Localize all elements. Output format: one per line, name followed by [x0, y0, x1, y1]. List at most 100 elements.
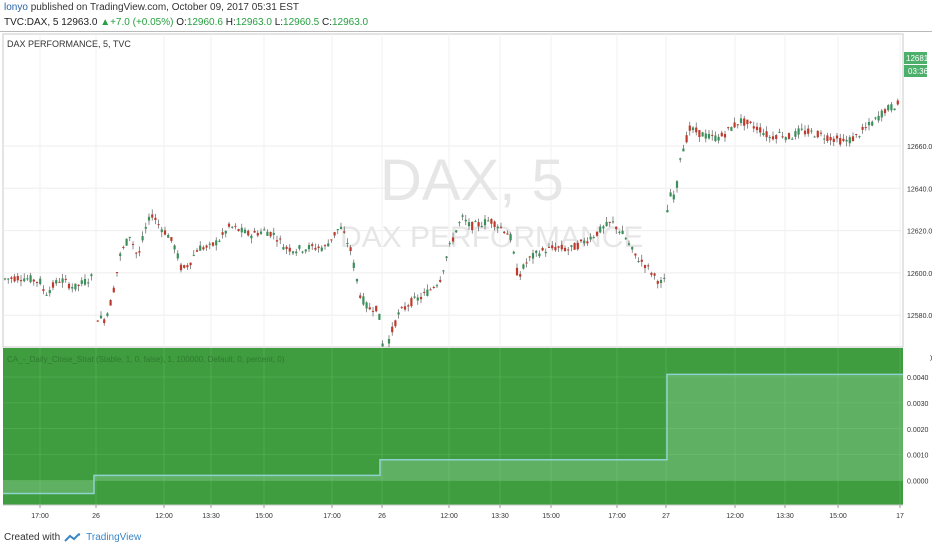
candle-body	[336, 229, 339, 231]
time-tick-label: 12:00	[155, 513, 173, 520]
tradingview-logo-icon	[64, 532, 81, 542]
candle-body	[771, 136, 775, 140]
time-axis: 17:00 26 12:00 13:30 15:00 17:00 26 12:00 13:30 1…	[31, 505, 904, 520]
candle-body	[551, 245, 554, 249]
price-change: +7.0 (+0.05%)	[110, 17, 174, 28]
candle-body	[538, 253, 541, 257]
chart-area[interactable]: DAX, 5 DAX PERFORMANCE DAX PERFORMANCE, …	[0, 32, 932, 528]
candle-body	[83, 279, 87, 285]
candle-body	[848, 137, 851, 144]
high-label: H:	[225, 17, 236, 28]
candle-body	[394, 320, 397, 327]
candle-body	[445, 256, 448, 259]
candle-body	[823, 138, 826, 140]
candle-body	[359, 295, 362, 298]
candle-body	[355, 278, 359, 282]
candle-body	[896, 100, 899, 105]
strategy-title: CA_-_Daily_Close_Strat (Stable, 1, 0, fa…	[7, 355, 285, 364]
candle-body	[589, 236, 592, 240]
candle-body	[557, 246, 560, 248]
candle-body	[858, 136, 861, 138]
candle-body	[103, 319, 106, 324]
price-tick-label: 12580.0	[907, 313, 932, 320]
candle-body	[147, 216, 151, 221]
candle-body	[423, 291, 426, 293]
candle-body	[371, 310, 375, 312]
candle-body	[275, 240, 279, 242]
candle-body	[618, 231, 621, 233]
candle-body	[522, 264, 525, 269]
candle-body	[851, 136, 855, 142]
equity-line	[3, 373, 903, 495]
publisher-username[interactable]: lonyo	[4, 2, 28, 13]
candle-body	[519, 274, 522, 277]
candle-body	[583, 240, 586, 244]
candle-body	[343, 231, 346, 233]
candle-body	[474, 221, 477, 223]
candle-body	[295, 251, 298, 254]
candle-body	[243, 229, 247, 234]
candle-body	[493, 221, 496, 228]
candle-body	[509, 234, 512, 241]
candle-body	[605, 221, 608, 227]
price-pane[interactable]	[2, 33, 904, 348]
candle-body	[131, 244, 135, 246]
candle-body	[717, 136, 720, 141]
candle-body	[375, 305, 378, 312]
candle-body	[263, 229, 266, 231]
candle-body	[787, 133, 791, 139]
candle-body	[679, 158, 682, 160]
candle-body	[791, 138, 794, 140]
candle-body	[579, 239, 583, 242]
candle-body	[407, 305, 410, 307]
candle-body	[887, 105, 890, 111]
candle-body	[167, 234, 170, 238]
candle-body	[29, 275, 32, 283]
candle-body	[80, 280, 83, 284]
time-tick-label: 15:00	[829, 513, 847, 520]
candle-body	[855, 134, 858, 136]
candle-body	[179, 264, 183, 271]
candle-body	[544, 251, 547, 254]
strategy-tick-label: 0.0010	[907, 453, 929, 460]
candle-body	[784, 137, 787, 140]
candle-body	[723, 133, 727, 138]
candle-body	[202, 247, 205, 250]
candle-body	[765, 131, 768, 138]
candle-body	[813, 136, 816, 138]
candle-body	[743, 118, 746, 126]
candle-body	[87, 282, 90, 284]
close-value: 12963.0	[331, 17, 369, 28]
candle-body	[451, 237, 455, 242]
candle-body	[563, 247, 567, 252]
candle-body	[797, 128, 800, 135]
candle-body	[3, 278, 7, 280]
candle-body	[877, 115, 880, 121]
candle-body	[55, 280, 58, 284]
time-tick-label: 26	[378, 513, 386, 520]
candle-body	[810, 130, 813, 132]
candle-body	[839, 137, 842, 145]
candle-body	[151, 214, 154, 218]
footer: Created with TradingView	[4, 532, 141, 543]
candle-body	[650, 272, 653, 275]
candle-body	[800, 128, 803, 130]
low-label: L:	[274, 17, 284, 28]
tradingview-brand[interactable]: TradingView	[86, 532, 142, 543]
candle-body	[144, 226, 147, 229]
candle-body	[163, 230, 167, 235]
candle-body	[739, 118, 743, 123]
candle-body	[586, 241, 589, 244]
candle-body	[419, 296, 423, 300]
candle-body	[58, 281, 61, 283]
candle-body	[685, 135, 688, 143]
price-axis: 12660.012640.012620.012600.012580.012560…	[907, 144, 932, 363]
candle-body	[599, 226, 602, 233]
candle-body	[595, 231, 599, 236]
candle-body	[71, 287, 74, 289]
candle-body	[615, 226, 618, 230]
candle-body	[416, 297, 419, 301]
candle-body	[727, 127, 730, 129]
candle-body	[349, 247, 352, 252]
candle-body	[259, 231, 263, 234]
